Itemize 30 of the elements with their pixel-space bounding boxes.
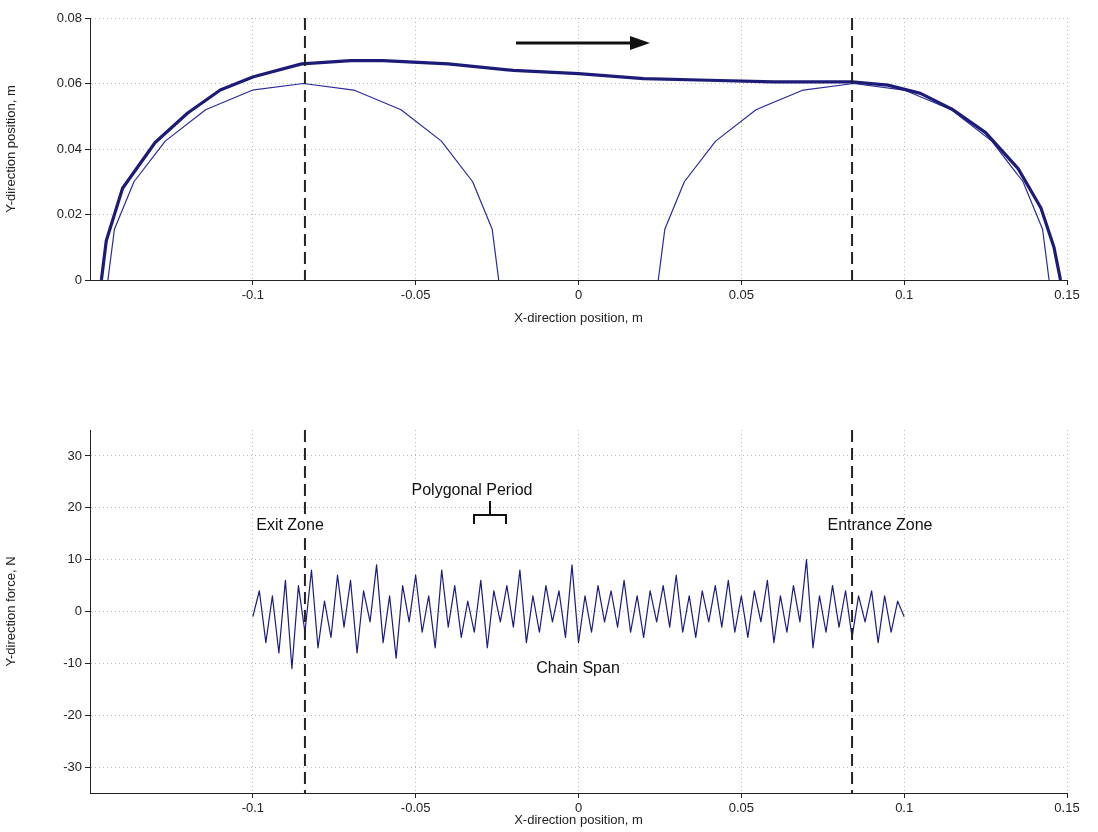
x-tick-label: 0.05 bbox=[728, 287, 754, 303]
y-tick-label: 0 bbox=[74, 271, 82, 287]
y-tick-label: 0.06 bbox=[56, 75, 82, 91]
x-axis-title: X-direction position, m bbox=[514, 309, 643, 325]
x-tick-label: 0.15 bbox=[1054, 287, 1080, 303]
y-tick-label: -20 bbox=[63, 706, 82, 722]
x-tick-label: 0.05 bbox=[728, 800, 754, 816]
y-tick-label: 0.02 bbox=[56, 206, 82, 222]
x-tick-label: -0.05 bbox=[400, 800, 431, 816]
x-tick-label: 0.15 bbox=[1054, 800, 1080, 816]
y-tick-label: 0 bbox=[74, 603, 82, 619]
y-tick-label: -10 bbox=[63, 654, 82, 670]
y-tick-label: 10 bbox=[67, 551, 82, 567]
annotation: Chain Span bbox=[534, 659, 622, 677]
y-tick-label: 0.08 bbox=[56, 9, 82, 25]
x-tick-label: -0.1 bbox=[241, 287, 265, 303]
x-tick-label: 0 bbox=[574, 287, 583, 303]
y-tick-label: 0.04 bbox=[56, 140, 82, 156]
y-tick-label: -30 bbox=[63, 758, 82, 774]
annotation: Entrance Zone bbox=[825, 516, 935, 534]
x-tick-label: -0.05 bbox=[400, 287, 431, 303]
x-tick-label: 0.1 bbox=[895, 800, 914, 816]
y-tick-label: 20 bbox=[67, 499, 82, 515]
annotation: Exit Zone bbox=[254, 516, 326, 534]
x-tick-label: -0.1 bbox=[241, 800, 265, 816]
y-axis-title: Y-direction position, m bbox=[3, 85, 19, 213]
annotation: Polygonal Period bbox=[409, 481, 535, 499]
x-tick-label: 0.1 bbox=[895, 287, 914, 303]
y-tick-label: 30 bbox=[67, 447, 82, 463]
y-axis-title: Y-direction force, N bbox=[3, 556, 19, 667]
